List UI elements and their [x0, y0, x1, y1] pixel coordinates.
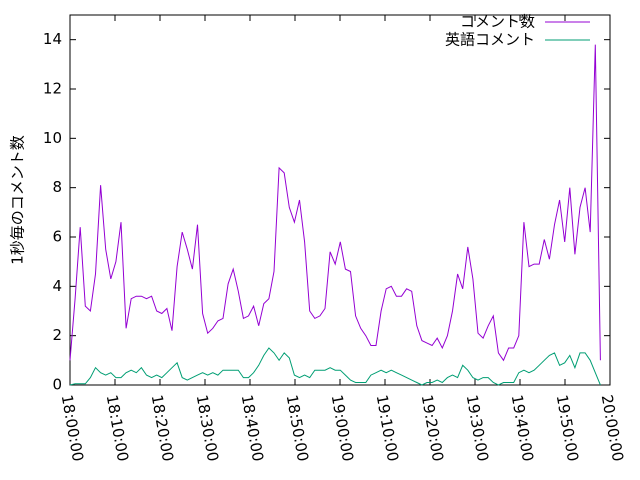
y-tick-label: 2 [52, 326, 62, 344]
plot-frame [69, 14, 611, 386]
x-tick-label: 18:20:00 [148, 393, 177, 462]
x-tick-label: 18:10:00 [103, 393, 132, 462]
y-tick-label: 6 [52, 228, 62, 246]
x-tick-label: 19:40:00 [508, 393, 537, 462]
x-tick-label: 18:30:00 [193, 393, 222, 462]
y-tick-label: 12 [43, 80, 62, 98]
y-axis-label: 1秒毎のコメント数 [9, 135, 27, 265]
x-tick-label: 18:40:00 [238, 393, 267, 462]
x-tick-label: 19:10:00 [373, 393, 402, 462]
x-tick-label: 19:00:00 [328, 393, 357, 462]
x-tick-label: 20:00:00 [598, 393, 627, 462]
y-tick-label: 10 [43, 129, 62, 147]
y-tick-label: 0 [52, 376, 62, 394]
series-line [69, 44, 601, 362]
legend-label: コメント数 [460, 13, 535, 31]
y-tick-label: 4 [52, 277, 62, 295]
series-line [69, 347, 601, 386]
x-tick-label: 19:20:00 [418, 393, 447, 462]
y-tick-label: 14 [43, 30, 62, 48]
x-tick-label: 19:30:00 [463, 393, 492, 462]
x-tick-label: 18:00:00 [58, 393, 87, 462]
legend-label: 英語コメント [445, 31, 535, 49]
x-tick-label: 18:50:00 [283, 393, 312, 462]
x-tick-label: 19:50:00 [553, 393, 582, 462]
y-tick-label: 8 [52, 178, 62, 196]
